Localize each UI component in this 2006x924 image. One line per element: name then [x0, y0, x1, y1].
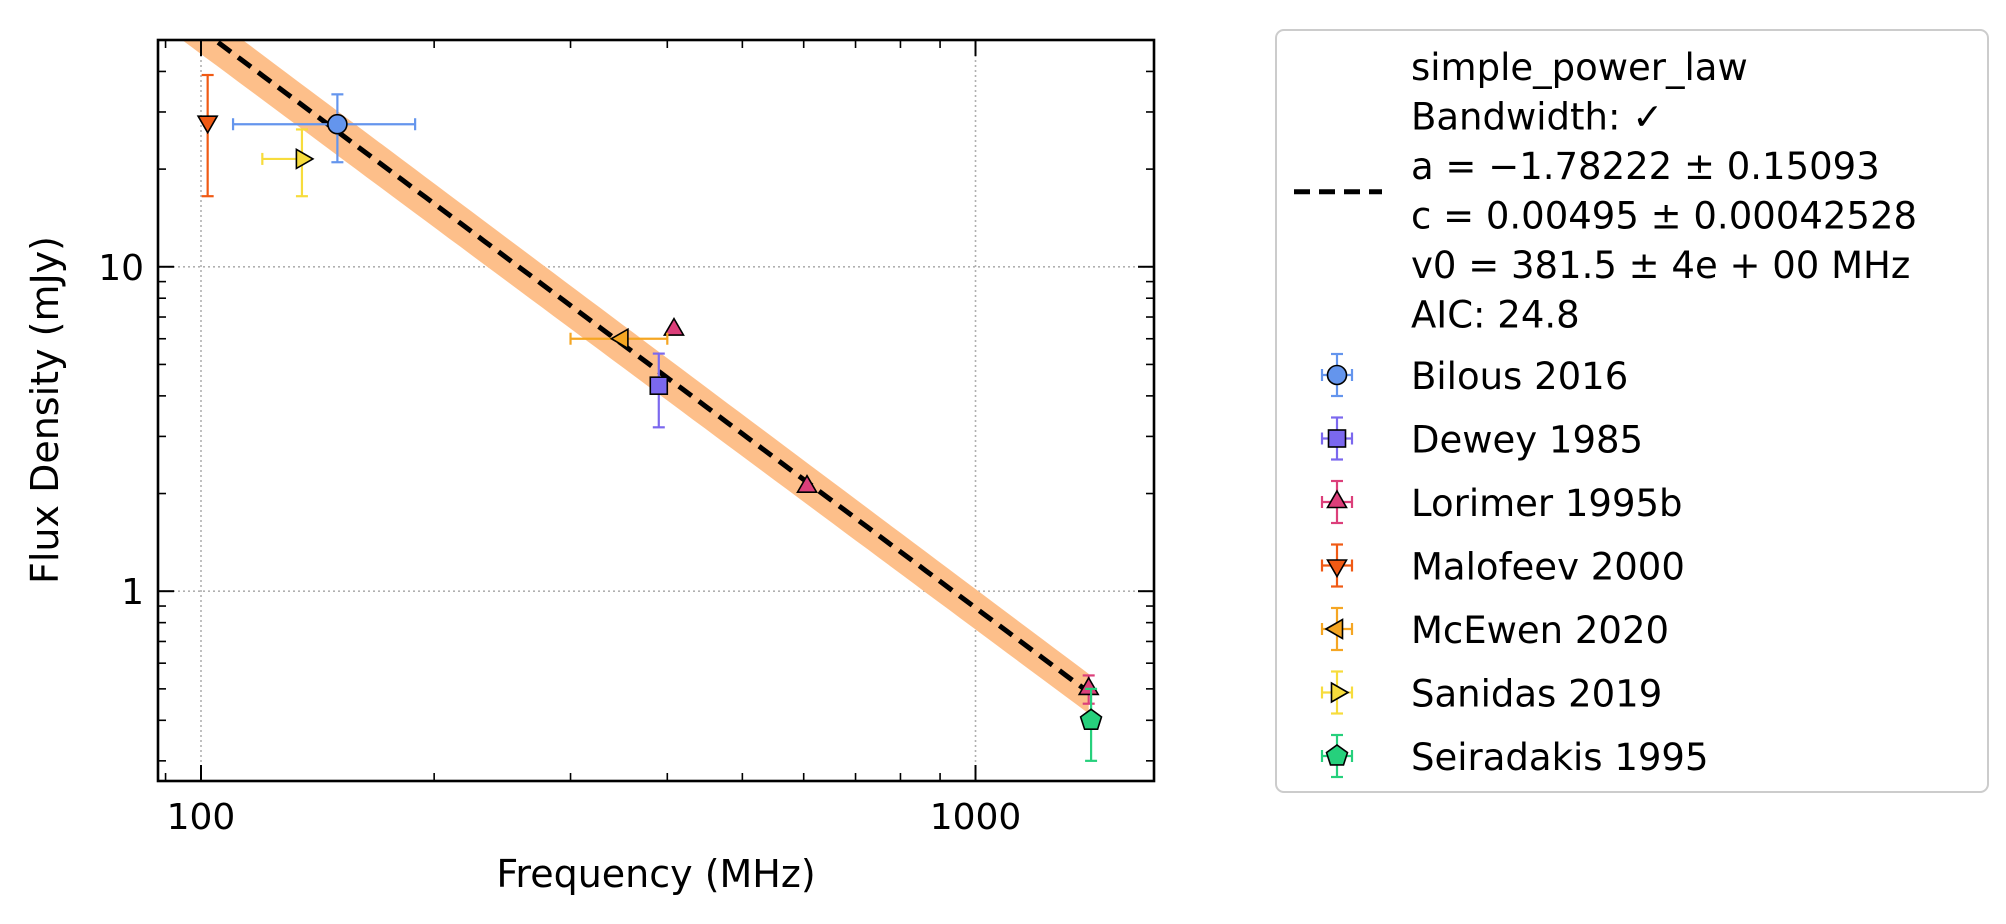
data-point: [609, 327, 629, 350]
legend-label: Malofeev 2000: [1411, 546, 1685, 589]
legend-marker: [1326, 559, 1348, 579]
legend-item: Dewey 1985: [1320, 416, 1643, 462]
legend-item: Seiradakis 1995: [1320, 733, 1708, 779]
y-axis-label: Flux Density (mJy): [23, 236, 67, 584]
legend-marker: [1326, 489, 1348, 509]
series-malofeev-2000: [196, 73, 219, 198]
data-point: [663, 317, 685, 336]
legend-label: McEwen 2020: [1411, 609, 1669, 652]
legend-marker: [1324, 618, 1344, 640]
legend-item: Bilous 2016: [1320, 352, 1628, 398]
legend-item: Malofeev 2000: [1320, 543, 1685, 589]
legend-marker: [1330, 681, 1350, 704]
legend-label: Seiradakis 1995: [1411, 736, 1708, 779]
series-dewey-1985: [649, 352, 669, 429]
legend-fit-text: v0 = 381.5 ± 4e + 00 MHz: [1411, 244, 1910, 287]
y-tick-label: 1: [121, 572, 144, 613]
data-point: [649, 376, 669, 395]
series-bilous-2016: [231, 93, 417, 164]
x-tick-label: 100: [167, 797, 236, 838]
legend-item: Lorimer 1995b: [1320, 479, 1683, 525]
legend-fit-text: Bandwidth: ✓: [1411, 96, 1663, 139]
ticks: [158, 40, 1154, 781]
series-sanidas-2019: [261, 128, 315, 198]
data-point: [796, 474, 818, 494]
data-point: [1079, 708, 1103, 731]
x-tick-label: 1000: [930, 797, 1022, 838]
legend-marker: [1327, 429, 1347, 448]
legend-label: Sanidas 2019: [1411, 673, 1662, 716]
grid: [158, 40, 1154, 781]
series-seiradakis-1995: [1079, 687, 1103, 762]
plot-frame: [156, 38, 1156, 783]
legend-item: Sanidas 2019: [1320, 670, 1662, 716]
y-tick-label: 10: [98, 248, 144, 289]
legend-item: McEwen 2020: [1320, 606, 1669, 652]
legend-label: Lorimer 1995b: [1411, 482, 1683, 525]
x-axis-label: Frequency (MHz): [496, 852, 815, 896]
legend-fit-text: c = 0.00495 ± 0.00042528: [1411, 195, 1917, 238]
legend-label: Dewey 1985: [1411, 419, 1643, 462]
data-point: [1077, 676, 1100, 696]
series-mcewen-2020: [569, 327, 669, 350]
points-layer: [196, 73, 1103, 762]
legend-marker: [1325, 744, 1349, 766]
fit-uncertainty-band: [182, 40, 1089, 714]
data-point: [196, 115, 219, 135]
legend-marker: [1326, 364, 1348, 386]
tick-labels: 100 1000 1 10: [98, 248, 1021, 838]
legend-fit-text: a = −1.78222 ± 0.15093: [1411, 145, 1880, 188]
legend-label: Bilous 2016: [1411, 355, 1628, 398]
legend: simple_power_law Bandwidth: ✓ a = −1.78222…: [1275, 29, 1989, 793]
legend-frame: [1275, 29, 1989, 793]
fit-layer: [182, 40, 1091, 714]
legend-fit-text: AIC: 24.8: [1411, 294, 1580, 337]
data-point: [295, 148, 315, 170]
data-point: [327, 113, 348, 135]
legend-fit-text: simple_power_law: [1411, 46, 1748, 89]
